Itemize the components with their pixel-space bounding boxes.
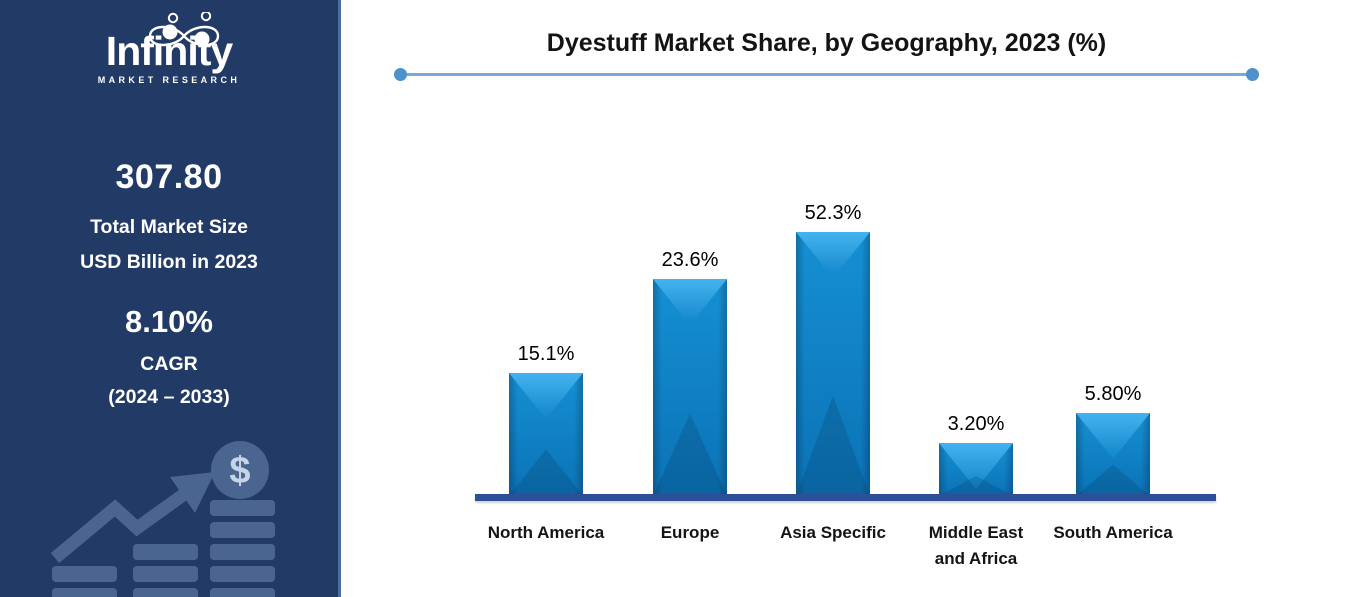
dollar-coin-icon: $: [211, 441, 269, 499]
bar-value-label-middle-east-and-africa: 3.20%: [947, 413, 1005, 435]
bar-value-label-asia-specific: 52.3%: [804, 202, 862, 224]
title-underline: [394, 68, 1259, 81]
coin-stacks-icon: [52, 500, 275, 597]
sidebar: Infinity MARKET RESEARCH 307.80 Total Ma…: [0, 0, 341, 597]
market-size-value: 307.80: [115, 158, 223, 196]
growth-arrow-icon: [50, 472, 215, 563]
bar-value-label-south-america: 5.80%: [1084, 383, 1142, 405]
market-size-label-line2: USD Billion in 2023: [80, 251, 258, 273]
category-label-middle-east-and-africa: Middle East and Africa: [928, 523, 1024, 568]
cagr-label: CAGR: [140, 353, 198, 375]
bar-south-america: [1076, 413, 1150, 496]
chart-title: Dyestuff Market Share, by Geography, 202…: [546, 29, 1107, 57]
category-label-north-america: North America: [487, 523, 605, 542]
underline-left-dot: [394, 68, 407, 81]
underline-right-dot: [1246, 68, 1259, 81]
category-label-europe: Europe: [660, 523, 720, 542]
bar-middle-east-and-africa: [939, 443, 1013, 496]
x-axis-line: [475, 494, 1216, 501]
bar-chart: 15.1% North America 23.6% Europe 52.3% Asia S…: [341, 0, 1359, 597]
chart-panel: Dyestuff Market Share, by Geography, 202…: [341, 0, 1359, 597]
bar-north-america: [509, 373, 583, 496]
svg-text:$: $: [229, 450, 250, 492]
bar-value-label-north-america: 15.1%: [517, 343, 575, 365]
bar-europe: [653, 279, 727, 496]
brand-logo: Infinity MARKET RESEARCH: [0, 12, 338, 88]
growth-chart-decoration: $: [50, 441, 275, 597]
infinity-loop-icon: [148, 12, 219, 47]
brand-tagline: MARKET RESEARCH: [97, 75, 241, 85]
bar-asia-specific: [796, 232, 870, 496]
bar-value-label-europe: 23.6%: [661, 249, 719, 271]
category-label-south-america: South America: [1053, 523, 1173, 542]
cagr-period: (2024 – 2033): [108, 386, 230, 408]
category-label-asia-specific: Asia Specific: [780, 523, 886, 542]
cagr-value: 8.10%: [125, 304, 213, 339]
market-size-label-line1: Total Market Size: [90, 216, 248, 238]
